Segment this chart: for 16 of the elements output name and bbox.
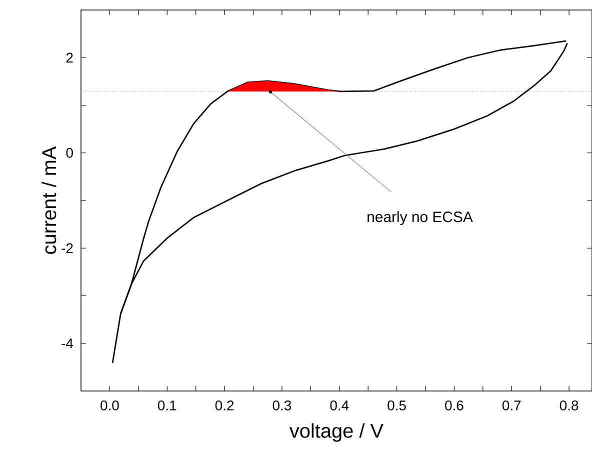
x-tick-label: 0.6 (445, 400, 464, 410)
annotation: nearly no ECSA (368, 211, 473, 226)
x-axis-title: voltage / V (289, 423, 384, 442)
x-tick-label: 0.1 (158, 400, 176, 410)
x-tick-label: 0.8 (560, 400, 578, 410)
x-tick-label: 0.3 (272, 400, 292, 410)
x-tick-label: 0.2 (215, 400, 234, 410)
x-tick-label: 0.7 (502, 400, 521, 410)
y-tick-label: 0 (66, 148, 73, 158)
y-axis-title: current / mA (42, 146, 56, 254)
y-tick-label: 2 (66, 52, 73, 62)
x-tick-label: 0.5 (388, 400, 406, 410)
y-tick-label: -4 (62, 338, 74, 348)
x-tick-label: 0.0 (100, 400, 119, 410)
x-tick-label: 0.4 (330, 400, 349, 410)
y-tick-label: -2 (62, 243, 73, 253)
